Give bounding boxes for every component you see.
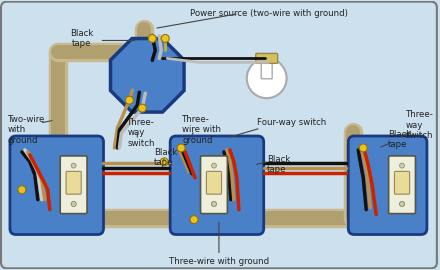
Circle shape xyxy=(212,201,216,206)
Circle shape xyxy=(177,144,185,152)
Text: Black
tape: Black tape xyxy=(70,29,93,48)
Circle shape xyxy=(247,58,286,98)
FancyBboxPatch shape xyxy=(201,156,227,214)
FancyBboxPatch shape xyxy=(1,2,437,268)
FancyBboxPatch shape xyxy=(10,136,103,235)
Circle shape xyxy=(400,201,404,206)
Text: Black
tape: Black tape xyxy=(267,155,290,174)
Circle shape xyxy=(148,35,156,42)
Polygon shape xyxy=(110,39,184,112)
Circle shape xyxy=(125,96,133,104)
Circle shape xyxy=(71,163,76,168)
Circle shape xyxy=(71,201,76,206)
Circle shape xyxy=(161,35,169,42)
FancyBboxPatch shape xyxy=(261,60,272,79)
FancyBboxPatch shape xyxy=(60,156,87,214)
FancyBboxPatch shape xyxy=(256,53,278,63)
Text: Three-
way
switch: Three- way switch xyxy=(127,118,155,148)
FancyBboxPatch shape xyxy=(348,136,427,235)
Text: Four-way switch: Four-way switch xyxy=(257,118,326,127)
FancyBboxPatch shape xyxy=(170,136,264,235)
Text: Black
tape: Black tape xyxy=(388,130,411,149)
Circle shape xyxy=(400,201,404,206)
Circle shape xyxy=(138,104,146,112)
Circle shape xyxy=(190,216,198,224)
Circle shape xyxy=(212,201,216,206)
FancyBboxPatch shape xyxy=(389,156,415,214)
Circle shape xyxy=(160,158,168,166)
Text: Three-
wire with
ground: Three- wire with ground xyxy=(182,115,221,145)
Circle shape xyxy=(71,201,76,206)
Circle shape xyxy=(359,144,367,152)
Text: Power source (two-wire with ground): Power source (two-wire with ground) xyxy=(190,9,348,18)
Text: Black
tape: Black tape xyxy=(154,148,178,167)
Text: Three-wire with ground: Three-wire with ground xyxy=(169,257,269,266)
FancyBboxPatch shape xyxy=(66,171,81,194)
Text: Three-
way
switch: Three- way switch xyxy=(406,110,434,140)
Text: Two-wire
with
ground: Two-wire with ground xyxy=(8,115,45,145)
FancyBboxPatch shape xyxy=(395,171,410,194)
Circle shape xyxy=(212,163,216,168)
Circle shape xyxy=(400,163,404,168)
Circle shape xyxy=(18,186,26,194)
FancyBboxPatch shape xyxy=(206,171,221,194)
